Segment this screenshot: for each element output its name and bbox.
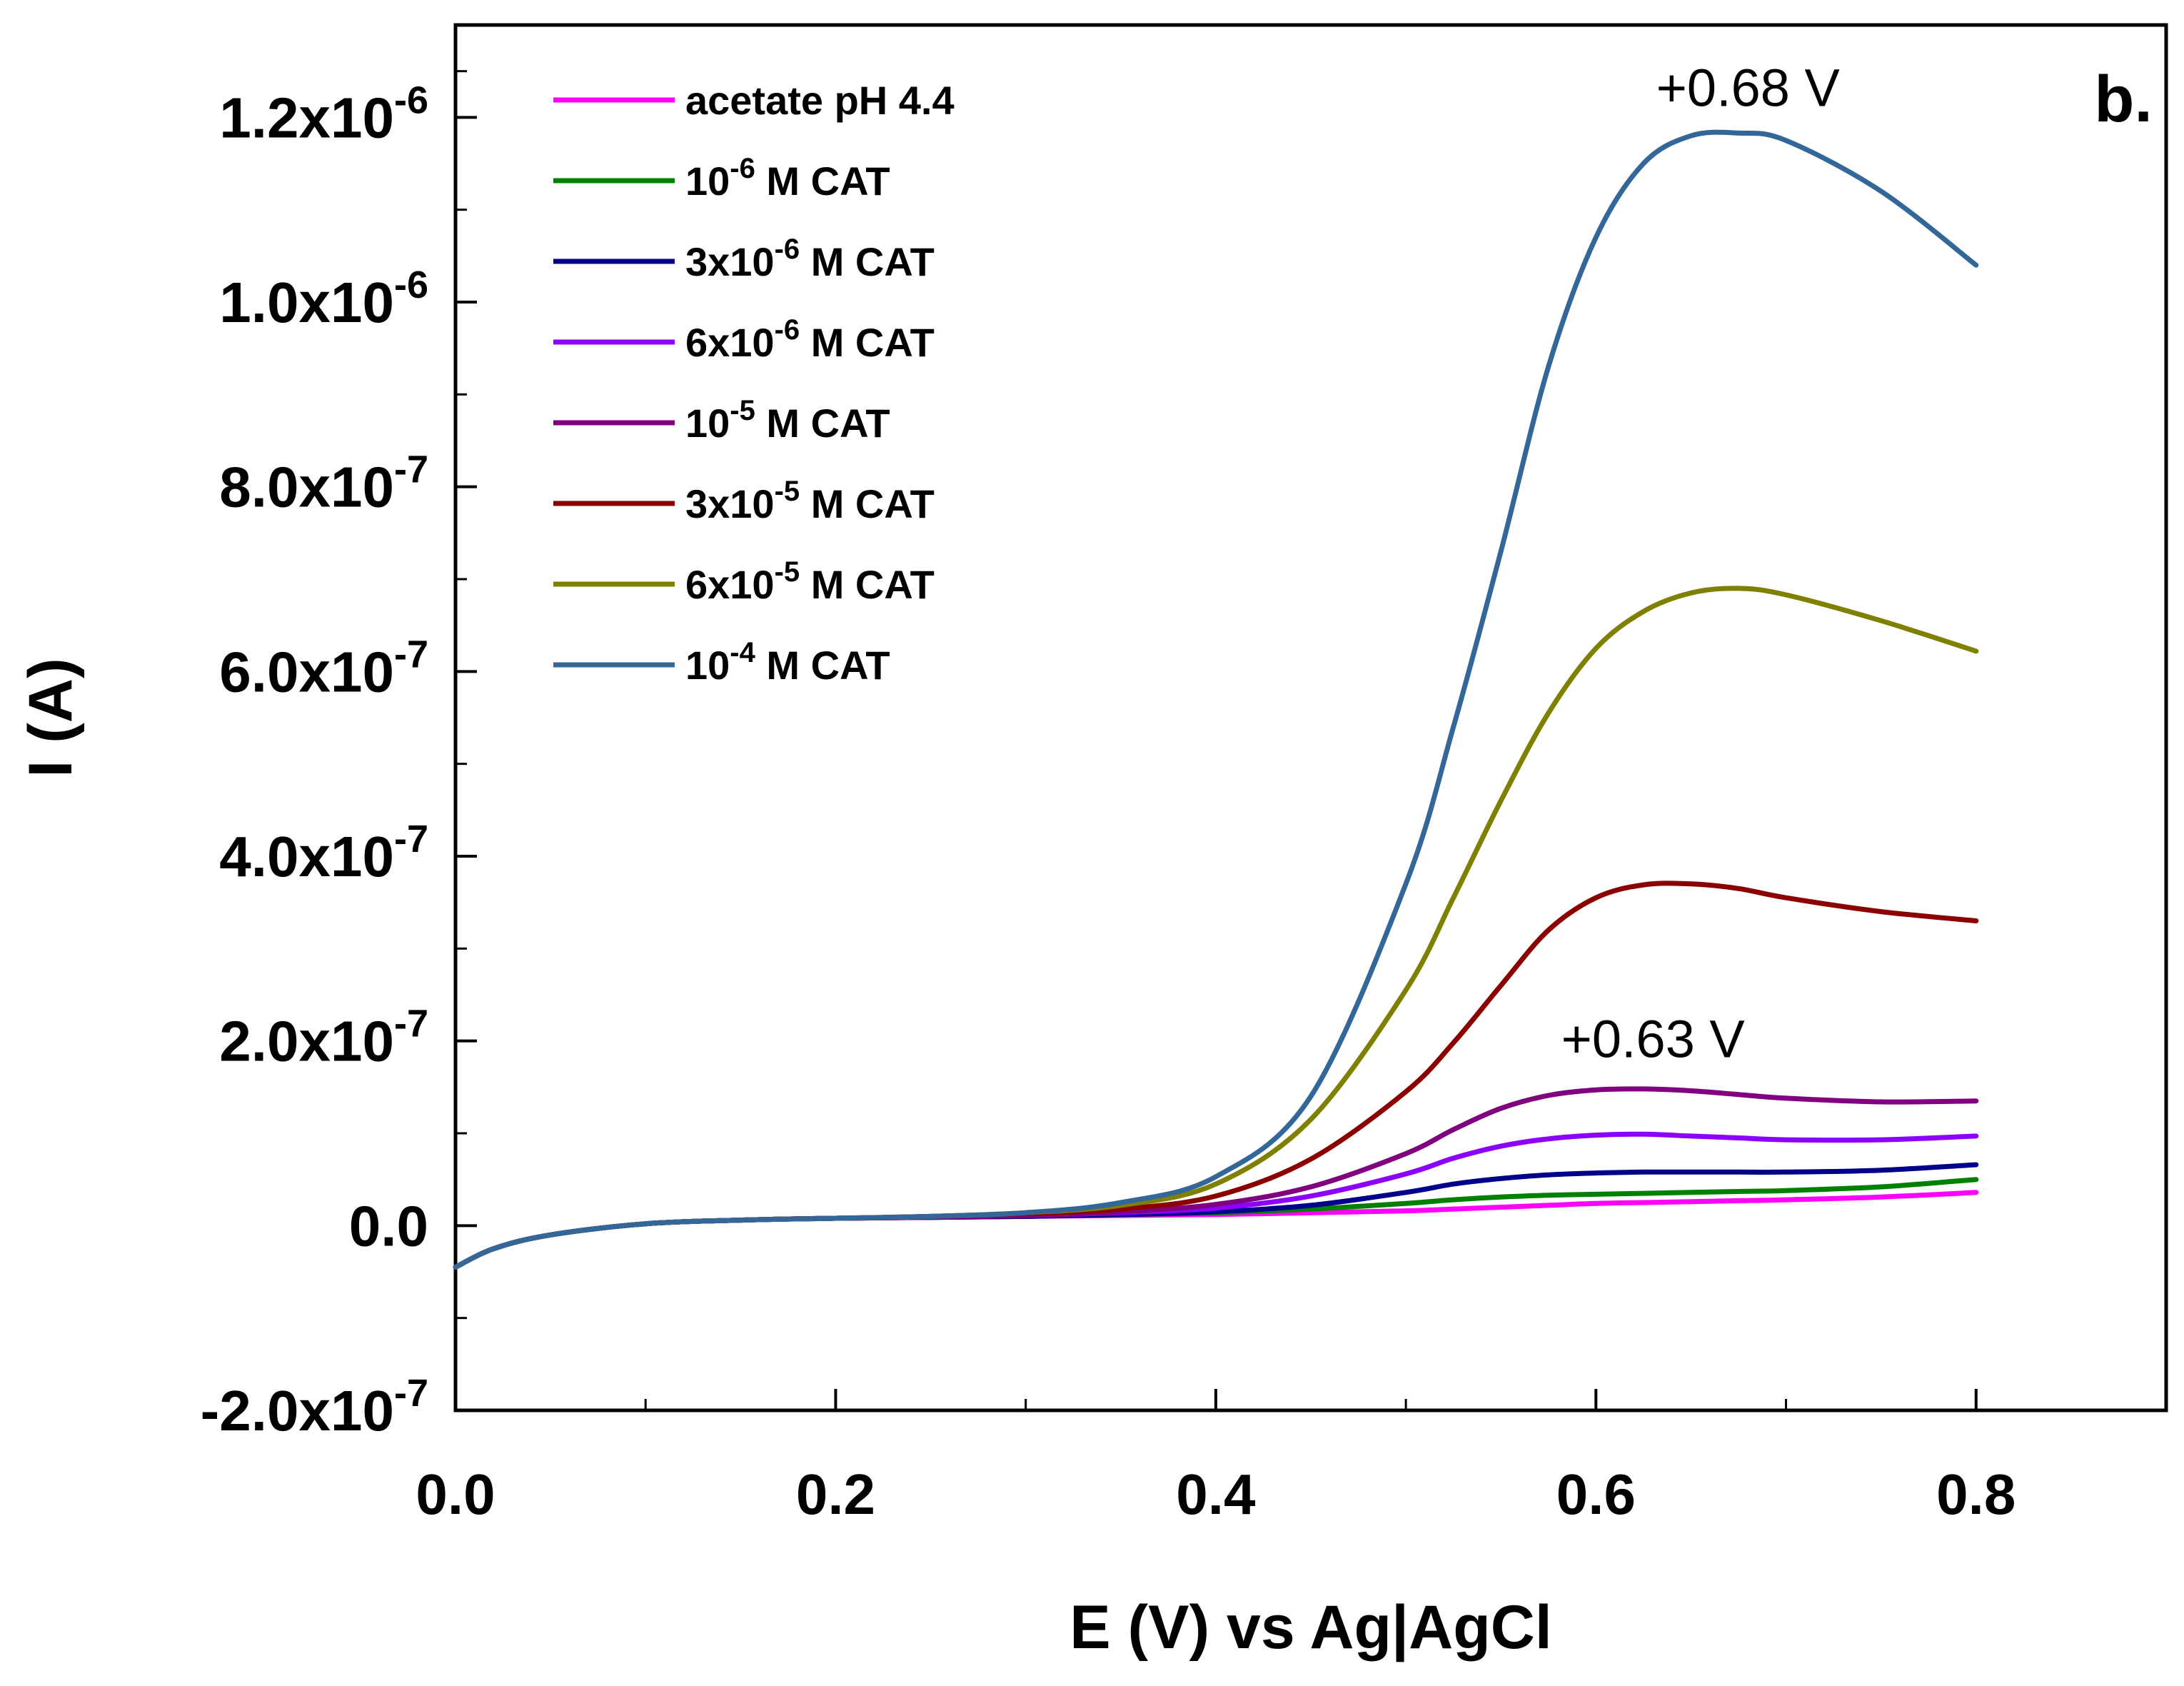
legend-text-main: 3x10 bbox=[685, 481, 775, 526]
legend-text-suffix: M CAT bbox=[755, 643, 890, 688]
legend-text-main: 10 bbox=[685, 643, 730, 688]
x-tick-label: 0.4 bbox=[1176, 1462, 1256, 1526]
y-tick-mantissa: 8.0x10 bbox=[219, 456, 394, 519]
y-tick-exponent: -7 bbox=[394, 818, 428, 860]
legend-entry: 3x10-5 M CAT bbox=[685, 476, 935, 526]
panel-label: b. bbox=[2094, 63, 2153, 136]
x-tick-label: 0.8 bbox=[1936, 1462, 2016, 1526]
x-axis: 0.0 0.2 0.4 0.6 0.8 bbox=[416, 1389, 2168, 1526]
y-tick-mantissa: 0.0 bbox=[349, 1194, 428, 1258]
y-tick-exponent: -7 bbox=[394, 448, 428, 491]
annotations: +0.68 V +0.63 V bbox=[1561, 58, 1841, 1068]
y-tick-label: 1.0x10-6 bbox=[219, 264, 428, 334]
legend-text-suffix: M CAT bbox=[800, 562, 935, 607]
legend-text-exponent: -6 bbox=[775, 234, 800, 265]
y-tick-exponent: -7 bbox=[394, 1372, 428, 1415]
y-tick-mantissa: 6.0x10 bbox=[219, 640, 394, 703]
legend-text-exponent: -4 bbox=[730, 637, 755, 668]
y-tick-label: 4.0x10-7 bbox=[219, 818, 428, 888]
legend-text-main: 6x10 bbox=[685, 320, 775, 365]
legend-text-main: 3x10 bbox=[685, 239, 775, 284]
x-tick-label: 0.6 bbox=[1556, 1462, 1636, 1526]
y-tick-exponent: -7 bbox=[394, 633, 428, 676]
y-tick-mantissa: 1.2x10 bbox=[219, 86, 394, 149]
legend-text-suffix: M CAT bbox=[800, 481, 935, 526]
legend-entry: 10-5 M CAT bbox=[685, 395, 890, 446]
legend-text-main: 10 bbox=[685, 401, 730, 446]
y-tick-exponent: -6 bbox=[394, 264, 428, 306]
legend-text-exponent: -6 bbox=[775, 314, 800, 346]
legend-text-main: 10 bbox=[685, 159, 730, 204]
peak-annotation: +0.68 V bbox=[1656, 58, 1841, 117]
legend-entry: acetate pH 4.4 bbox=[685, 78, 955, 123]
legend-text-exponent: -5 bbox=[775, 556, 800, 588]
y-tick-label: 6.0x10-7 bbox=[219, 633, 428, 703]
legend-text-exponent: -6 bbox=[730, 153, 755, 184]
legend-text-exponent: -5 bbox=[775, 476, 800, 507]
y-tick-mantissa: 2.0x10 bbox=[219, 1010, 394, 1073]
series-line-7 bbox=[453, 129, 1979, 1270]
legend-text-main: 6x10 bbox=[685, 562, 775, 607]
legend-text-suffix: M CAT bbox=[755, 159, 890, 204]
legend-text-suffix: M CAT bbox=[800, 320, 935, 365]
y-tick-exponent: -6 bbox=[394, 79, 428, 121]
y-tick-label: 2.0x10-7 bbox=[219, 1003, 428, 1073]
legend-entry: 6x10-5 M CAT bbox=[685, 556, 935, 607]
y-tick-exponent: -7 bbox=[394, 1003, 428, 1045]
legend-text-exponent: -5 bbox=[730, 395, 755, 426]
legend-entry: 10-4 M CAT bbox=[685, 637, 890, 688]
legend-entry: 10-6 M CAT bbox=[685, 153, 890, 204]
y-tick-mantissa: 4.0x10 bbox=[219, 825, 394, 888]
y-tick-mantissa: -2.0x10 bbox=[201, 1379, 394, 1442]
x-tick-label: 0.0 bbox=[416, 1462, 495, 1526]
x-tick-label: 0.2 bbox=[796, 1462, 875, 1526]
legend-text-suffix: M CAT bbox=[800, 239, 935, 284]
y-axis: -2.0x10-70.02.0x10-74.0x10-76.0x10-78.0x… bbox=[201, 70, 477, 1442]
x-axis-title: E (V) vs Ag|AgCl bbox=[1070, 1593, 1552, 1662]
series-line-6 bbox=[453, 586, 1979, 1270]
y-tick-mantissa: 1.0x10 bbox=[219, 271, 394, 334]
legend-entry: 3x10-6 M CAT bbox=[685, 234, 935, 284]
legend-text-main: acetate pH 4.4 bbox=[685, 78, 955, 123]
y-tick-label: -2.0x10-7 bbox=[201, 1372, 428, 1442]
y-axis-title: I (A) bbox=[16, 658, 85, 777]
plot-frame bbox=[453, 23, 2168, 1412]
legend-text-suffix: M CAT bbox=[755, 401, 890, 446]
series-layer bbox=[453, 129, 1979, 1270]
y-tick-label: 0.0 bbox=[349, 1194, 428, 1258]
y-tick-label: 8.0x10-7 bbox=[219, 448, 428, 519]
legend-entry: 6x10-6 M CAT bbox=[685, 314, 935, 365]
y-tick-label: 1.2x10-6 bbox=[219, 79, 428, 149]
peak-annotation: +0.63 V bbox=[1561, 1010, 1746, 1069]
